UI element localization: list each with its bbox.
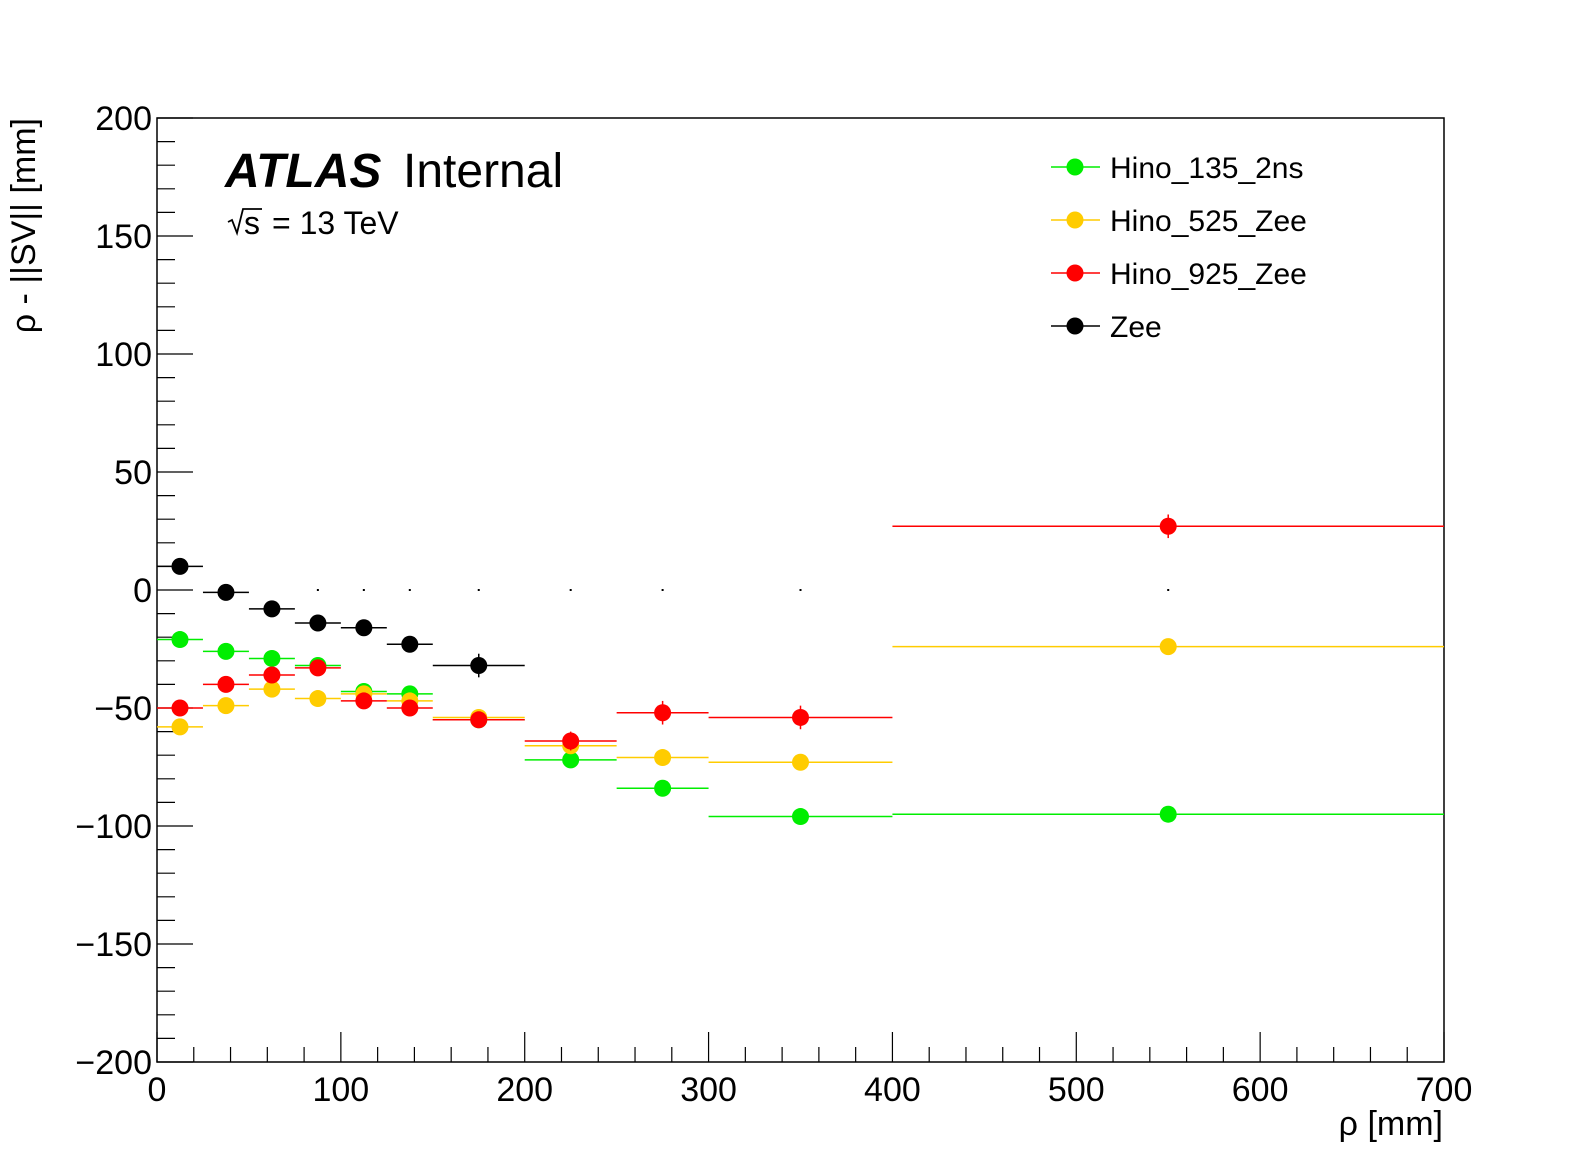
legend-label: Hino_925_Zee [1110, 258, 1307, 291]
data-point [792, 808, 809, 826]
data-point [171, 699, 189, 717]
legend: Hino_135_2ns Hino_525_Zee Hino_925_Zee Zee [1051, 152, 1307, 344]
x-tick-label: 300 [680, 1071, 737, 1109]
energy-sqrt-arg: s [244, 205, 260, 241]
atlas-status: Internal [403, 145, 563, 198]
empty-bin-marker [569, 589, 572, 591]
data-point [217, 697, 235, 715]
data-point [401, 635, 419, 653]
x-tick-label: 400 [864, 1071, 921, 1109]
energy-value: = 13 TeV [272, 205, 399, 241]
data-point [1159, 517, 1177, 535]
y-tick-label: 100 [95, 336, 152, 374]
legend-marker [1066, 264, 1084, 282]
data-point [1159, 638, 1177, 656]
data-point [401, 699, 419, 717]
legend-entry: Zee [1051, 311, 1162, 344]
data-point [263, 666, 281, 684]
data-series [157, 514, 1444, 826]
legend-label: Zee [1110, 311, 1162, 344]
x-axis-title: ρ [mm] [1339, 1105, 1443, 1143]
series-hino-525-zee [157, 638, 1444, 771]
empty-bin-marker [362, 589, 365, 591]
data-point [654, 704, 672, 722]
data-point [470, 657, 488, 675]
data-point [309, 614, 327, 632]
legend-entry: Hino_135_2ns [1051, 152, 1304, 185]
data-point [1159, 805, 1177, 823]
x-tick-label: 0 [148, 1071, 167, 1109]
legend-entry: Hino_525_Zee [1051, 205, 1307, 238]
data-point [171, 631, 189, 649]
data-point [792, 708, 809, 726]
data-point [263, 600, 281, 618]
data-point [217, 675, 235, 693]
y-tick-label: −50 [94, 690, 152, 728]
y-tick-label: 150 [95, 218, 152, 256]
data-point [355, 692, 373, 710]
atlas-experiment: ATLAS [224, 145, 381, 198]
legend-label: Hino_525_Zee [1110, 205, 1307, 238]
x-tick-label: 600 [1232, 1071, 1289, 1109]
empty-bin-marker [408, 589, 411, 591]
y-tick-label: 0 [133, 572, 152, 610]
y-axis-title: ρ - ||SV|| [mm] [5, 118, 43, 333]
series-hino-925-zee [157, 514, 1444, 751]
x-tick-label: 700 [1416, 1071, 1473, 1109]
y-tick-label: 200 [95, 100, 152, 138]
data-point [171, 718, 189, 736]
y-tick-label: −100 [75, 808, 152, 846]
legend-marker [1066, 211, 1084, 229]
empty-bin-marker [661, 589, 664, 591]
data-point [309, 690, 327, 708]
data-point [654, 779, 672, 797]
y-tick-label: −200 [75, 1044, 152, 1082]
data-point [355, 619, 373, 637]
axis-tick-labels: 0 100 200 300 400 500 600 700 −200 −150 −100 −50 0 50… [75, 100, 1472, 1109]
sqrt-sign-icon [227, 208, 262, 236]
data-point [263, 649, 281, 667]
legend-label: Hino_135_2ns [1110, 152, 1304, 185]
data-point [171, 557, 189, 575]
data-point [654, 749, 672, 767]
x-tick-label: 500 [1048, 1071, 1105, 1109]
legend-entry: Hino_925_Zee [1051, 258, 1307, 291]
y-tick-label: 50 [114, 454, 152, 492]
data-point [562, 732, 580, 750]
data-point [792, 753, 809, 771]
empty-bin-marker [1167, 589, 1170, 591]
x-tick-label: 200 [496, 1071, 553, 1109]
empty-bin-marker [477, 589, 480, 591]
data-point [309, 659, 327, 677]
y-tick-label: −150 [75, 926, 152, 964]
series-zee [157, 557, 525, 678]
x-tick-label: 100 [312, 1071, 369, 1109]
axis-ticks [156, 117, 1445, 1063]
empty-bin-marker [799, 589, 802, 591]
legend-marker [1066, 158, 1084, 176]
empty-bin-marker [316, 589, 319, 591]
legend-marker [1066, 317, 1084, 335]
data-point [470, 711, 488, 729]
data-point [263, 680, 281, 698]
data-point [562, 751, 580, 769]
data-point [217, 642, 235, 660]
atlas-label: ATLAS Internal s = 13 TeV [224, 145, 563, 241]
data-point [217, 583, 235, 601]
